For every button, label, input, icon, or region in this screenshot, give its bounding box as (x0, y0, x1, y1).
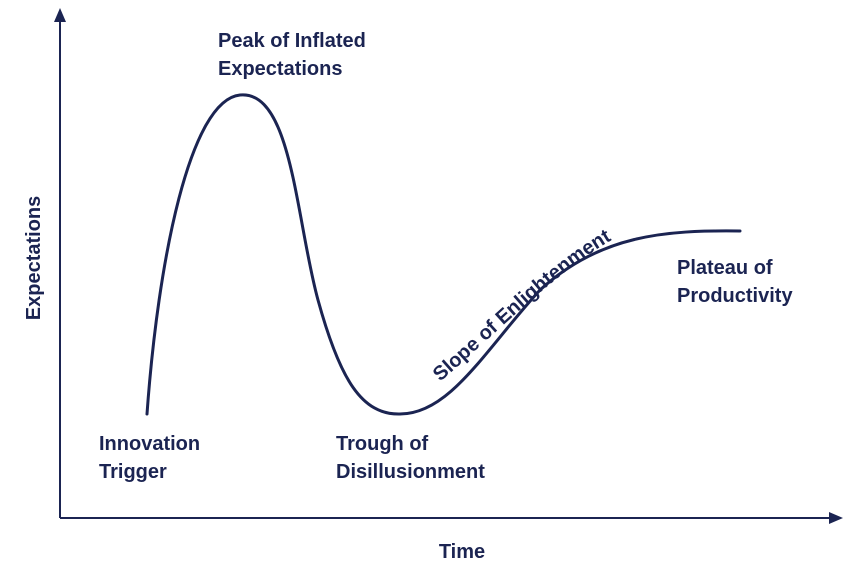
svg-text:Trough of: Trough of (336, 433, 429, 455)
svg-text:Expectations: Expectations (218, 58, 342, 80)
y-axis-label: Expectations (23, 196, 45, 320)
plateau-label: Plateau of Productivity (677, 257, 793, 307)
svg-text:Productivity: Productivity (677, 285, 793, 307)
hype-curve (145, 93, 742, 416)
svg-text:Plateau of: Plateau of (677, 257, 773, 279)
y-axis-arrowhead (54, 8, 66, 22)
svg-text:Trigger: Trigger (99, 461, 167, 483)
svg-text:Peak of Inflated: Peak of Inflated (218, 30, 366, 52)
svg-text:Innovation: Innovation (99, 433, 200, 455)
peak-label: Peak of Inflated Expectations (218, 30, 366, 80)
trough-label: Trough of Disillusionment (336, 433, 485, 483)
x-axis-label: Time (439, 541, 485, 563)
x-axis-arrowhead (829, 512, 843, 524)
svg-text:Disillusionment: Disillusionment (336, 461, 485, 483)
slope-label: Slope of Enlightenment (429, 225, 615, 386)
innovation-trigger-label: Innovation Trigger (99, 433, 200, 483)
